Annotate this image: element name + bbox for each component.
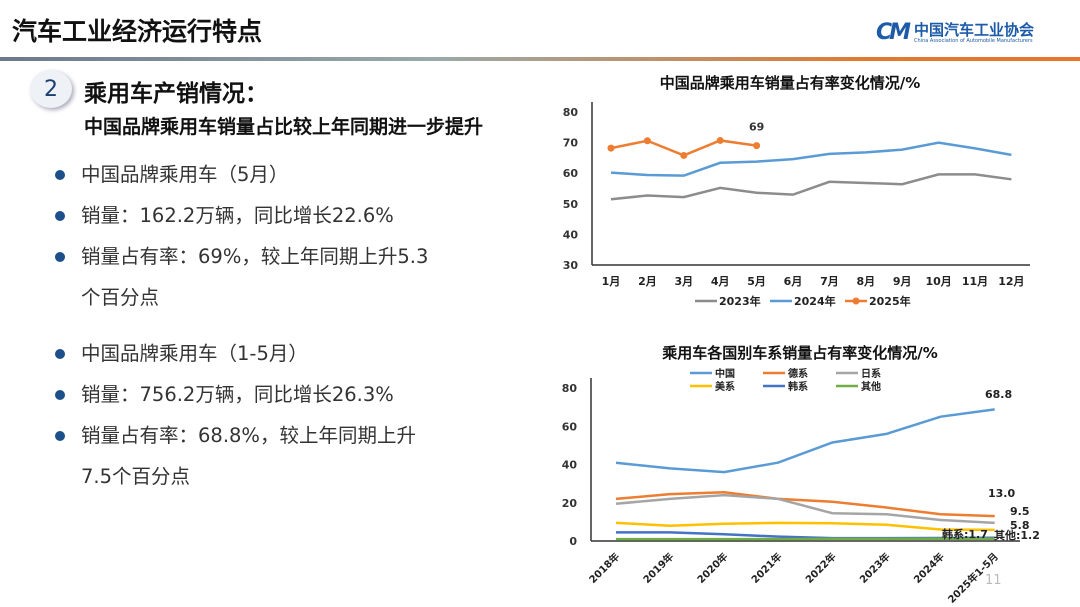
data-label: 9.5 xyxy=(1010,505,1030,518)
x-tick-label: 2018年 xyxy=(586,550,622,586)
bullet-dot-icon xyxy=(55,252,65,262)
bullet-dot-icon xyxy=(55,390,65,400)
y-tick-label: 30 xyxy=(563,259,579,272)
x-tick-label: 2024年 xyxy=(911,550,947,586)
data-point xyxy=(680,151,688,159)
x-tick-label: 12月 xyxy=(998,275,1024,288)
x-tick-label: 4月 xyxy=(711,275,730,288)
x-tick-label: 5月 xyxy=(747,275,766,288)
bullet-text: 销量占有率：69%，较上年同期上升5.3 xyxy=(81,245,429,268)
bullet-item: 销量：162.2万辆，同比增长22.6% xyxy=(55,201,428,242)
logo: CM 中国汽车工业协会 China Association of Automob… xyxy=(876,20,1034,45)
data-label: 69 xyxy=(749,121,764,134)
series-line-韩系 xyxy=(616,531,995,540)
data-point xyxy=(753,142,761,150)
legend-label: 2023年 xyxy=(719,294,761,308)
series-line-2024年 xyxy=(610,141,1012,177)
bullet-text: 中国品牌乘用车（5月） xyxy=(81,163,289,186)
bullet-continuation: 7.5个百分点 xyxy=(81,465,191,488)
bullet-text: 销量：756.2万辆，同比增长26.3% xyxy=(81,383,394,406)
series-line-美系 xyxy=(615,521,995,532)
legend-label: 其他 xyxy=(861,380,881,393)
data-point xyxy=(643,137,651,145)
legend-marker xyxy=(852,297,860,305)
section-subtitle: 中国品牌乘用车销量占比较上年同期进一步提升 xyxy=(84,116,484,138)
legend-label: 2024年 xyxy=(794,294,836,308)
logo-text: 中国汽车工业协会 xyxy=(914,20,1035,39)
bullet-continuation: 个百分点 xyxy=(81,286,160,309)
x-tick-label: 2020年 xyxy=(694,550,730,586)
y-tick-label: 60 xyxy=(563,167,579,180)
bullet-text: 中国品牌乘用车（1-5月） xyxy=(81,342,308,365)
series-line-2023年 xyxy=(610,173,1012,201)
logo-mark-icon: CM xyxy=(876,20,911,45)
page-number: 11 xyxy=(985,573,1002,588)
y-tick-label: 40 xyxy=(563,228,579,241)
x-tick-label: 8月 xyxy=(856,275,875,288)
bullet-text: 销量：162.2万辆，同比增长22.6% xyxy=(81,204,394,227)
data-point xyxy=(716,136,724,144)
x-tick-label: 2月 xyxy=(638,275,657,288)
bullet-dot-icon xyxy=(55,211,65,221)
x-tick-label: 9月 xyxy=(893,275,912,288)
bullet-item: 销量占有率：69%，较上年同期上升5.3 xyxy=(55,242,428,283)
y-tick-label: 0 xyxy=(569,535,577,548)
x-tick-label: 2019年 xyxy=(640,550,676,586)
x-tick-label: 2021年 xyxy=(748,550,784,586)
legend-label: 德系 xyxy=(787,367,808,380)
data-label: 68.8 xyxy=(985,388,1012,401)
legend-label: 日系 xyxy=(861,367,881,380)
legend-label: 韩系 xyxy=(788,380,808,393)
chart-title: 中国品牌乘用车销量占有率变化情况/% xyxy=(660,74,921,92)
data-label: 其他:1.2 xyxy=(994,528,1040,542)
bullet-item: 销量：756.2万辆，同比增长26.3% xyxy=(55,380,428,421)
y-tick-label: 20 xyxy=(562,497,578,510)
x-tick-label: 1月 xyxy=(602,275,621,288)
y-tick-label: 60 xyxy=(562,420,578,433)
y-tick-label: 80 xyxy=(562,382,578,395)
x-tick-label: 7月 xyxy=(820,275,839,288)
chart-title: 乘用车各国别车系销量占有率变化情况/% xyxy=(661,344,938,362)
data-point xyxy=(607,144,615,152)
y-tick-label: 50 xyxy=(563,198,579,211)
data-label: 韩系:1.7 xyxy=(942,527,988,541)
bullet-item: 销量占有率：68.8%，较上年同期上升 xyxy=(55,421,428,462)
logo-english: China Association of Automobile Manufact… xyxy=(914,37,1033,44)
series-line-日系 xyxy=(615,493,995,525)
x-tick-label: 3月 xyxy=(674,275,693,288)
legend-label: 2025年 xyxy=(869,294,911,308)
legend-label: 中国 xyxy=(715,367,735,380)
section-number-badge: 2 xyxy=(30,70,72,108)
section-title: 乘用车产销情况： xyxy=(84,81,268,107)
series-line-中国 xyxy=(615,408,995,474)
page-title: 汽车工业经济运行特点 xyxy=(12,17,263,46)
header-divider xyxy=(0,57,1080,61)
x-tick-label: 2022年 xyxy=(803,550,839,586)
bullet-list: 中国品牌乘用车（5月） 销量：162.2万辆，同比增长22.6% 销量占有率：6… xyxy=(55,160,428,504)
bullet-text: 销量占有率：68.8%，较上年同期上升 xyxy=(81,424,416,447)
data-label: 5.8 xyxy=(1010,519,1030,532)
bullet-dot-icon xyxy=(55,349,65,359)
y-tick-label: 70 xyxy=(563,137,579,150)
data-label: 13.0 xyxy=(988,487,1015,500)
legend-label: 美系 xyxy=(715,380,735,393)
bullet-dot-icon xyxy=(55,431,65,441)
bullet-item: 中国品牌乘用车（5月） xyxy=(55,160,428,201)
bullet-item: 中国品牌乘用车（1-5月） xyxy=(55,339,428,380)
bullet-dot-icon xyxy=(55,170,65,180)
x-tick-label: 10月 xyxy=(925,275,951,288)
y-tick-label: 40 xyxy=(562,459,578,472)
x-tick-label: 6月 xyxy=(784,275,803,288)
y-tick-label: 80 xyxy=(563,106,579,119)
x-tick-label: 11月 xyxy=(962,275,988,288)
series-line-德系 xyxy=(615,490,995,518)
x-tick-label: 2023年 xyxy=(857,550,893,586)
